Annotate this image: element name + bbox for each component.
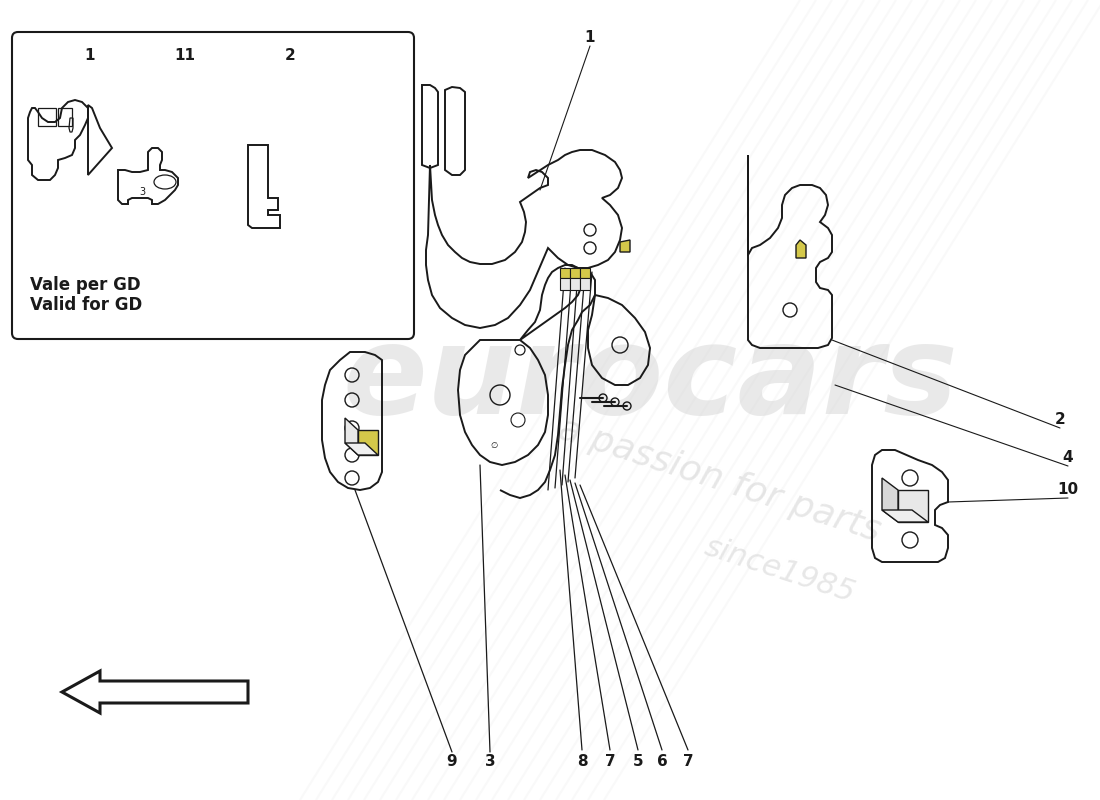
FancyArrow shape [62,671,248,713]
Polygon shape [620,240,630,252]
Polygon shape [796,240,806,258]
Polygon shape [898,490,928,522]
Text: 3: 3 [139,187,145,197]
Polygon shape [580,268,590,278]
Polygon shape [570,278,580,290]
Polygon shape [560,278,570,290]
Text: a passion for parts: a passion for parts [554,412,886,548]
Text: 5: 5 [632,754,644,770]
Polygon shape [570,268,580,278]
Text: 7: 7 [683,754,693,770]
Polygon shape [560,268,570,278]
Text: 11: 11 [175,47,196,62]
Bar [58,108,72,126]
Bar [39,108,56,126]
Text: 10: 10 [1057,482,1079,498]
Text: 6: 6 [657,754,668,770]
Text: since1985: since1985 [701,532,859,608]
FancyBboxPatch shape [12,32,414,339]
Text: eurocars: eurocars [342,319,958,441]
Text: Valid for GD: Valid for GD [30,296,142,314]
Text: Vale per GD: Vale per GD [30,276,141,294]
Polygon shape [345,418,358,455]
Text: 9: 9 [447,754,458,770]
Text: 7: 7 [605,754,615,770]
Text: 2: 2 [1055,413,1066,427]
Polygon shape [358,430,378,455]
Text: 2: 2 [285,47,296,62]
Polygon shape [882,510,928,522]
Text: 1: 1 [585,30,595,46]
Text: 8: 8 [576,754,587,770]
Text: ∅: ∅ [490,441,497,450]
Text: 1: 1 [85,47,96,62]
Polygon shape [580,278,590,290]
Text: 4: 4 [1063,450,1074,466]
Polygon shape [345,443,378,455]
Text: 3: 3 [485,754,495,770]
Polygon shape [882,478,898,522]
